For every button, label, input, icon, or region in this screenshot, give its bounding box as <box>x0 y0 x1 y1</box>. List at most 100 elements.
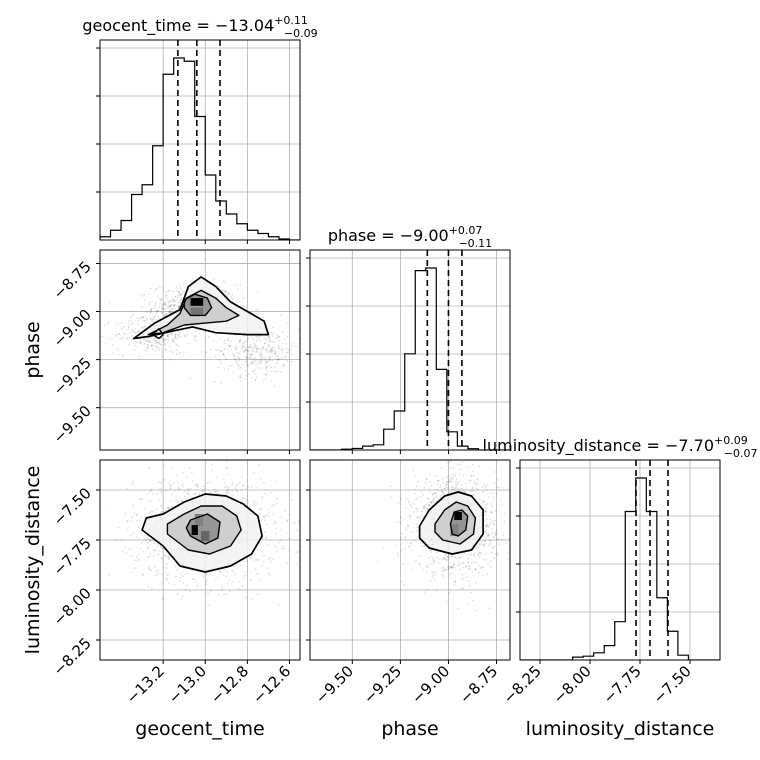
scatter-point <box>297 551 300 553</box>
scatter-point <box>432 557 434 560</box>
scatter-point <box>145 539 147 542</box>
scatter-point <box>247 350 250 353</box>
ylabel-phase: phase <box>22 321 44 378</box>
scatter-point <box>454 475 457 477</box>
scatter-point <box>422 493 424 496</box>
xtick-label-3: −12.6 <box>249 662 294 707</box>
scatter-point <box>153 542 155 544</box>
scatter-point <box>245 349 248 352</box>
scatter-point <box>416 530 418 533</box>
scatter-point <box>134 331 137 334</box>
scatter-point <box>160 545 162 548</box>
scatter-point <box>231 496 234 498</box>
scatter-point <box>516 512 518 514</box>
scatter-point <box>425 477 427 479</box>
scatter-point <box>162 304 165 306</box>
scatter-point <box>275 527 277 530</box>
scatter-point <box>157 572 159 575</box>
scatter-point <box>162 338 165 341</box>
scatter-point <box>494 534 497 537</box>
scatter-point <box>210 468 213 471</box>
scatter-point <box>279 539 282 542</box>
scatter-point <box>162 566 165 569</box>
panel-hist-geocent-time <box>96 39 301 244</box>
scatter-point <box>158 347 161 350</box>
scatter-point <box>241 363 244 366</box>
scatter-point <box>295 551 297 554</box>
scatter-point <box>225 293 228 296</box>
scatter-point <box>171 338 174 340</box>
scatter-point <box>186 584 189 587</box>
scatter-point <box>162 307 165 310</box>
scatter-point <box>276 497 278 500</box>
scatter-point <box>486 532 489 535</box>
scatter-point <box>233 354 236 357</box>
scatter-point <box>176 333 179 336</box>
scatter-point <box>495 492 498 495</box>
scatter-point <box>256 351 258 353</box>
scatter-point <box>152 339 155 342</box>
scatter-point <box>263 342 266 345</box>
scatter-point <box>261 359 263 362</box>
scatter-point <box>163 478 166 481</box>
scatter-point <box>147 343 150 346</box>
scatter-point <box>132 310 134 313</box>
scatter-point <box>120 338 122 340</box>
scatter-point <box>291 345 293 347</box>
scatter-point <box>274 350 276 353</box>
scatter-point <box>146 493 149 495</box>
scatter <box>100 460 300 607</box>
scatter-point <box>474 493 476 496</box>
density-cell-1 <box>190 307 204 316</box>
scatter-point <box>155 314 157 316</box>
scatter-point <box>485 558 487 561</box>
axes-frame <box>519 459 721 661</box>
scatter-point <box>445 476 448 479</box>
scatter-point <box>161 307 164 310</box>
scatter-point <box>230 364 233 367</box>
scatter-point <box>286 351 289 354</box>
scatter-point <box>241 342 244 345</box>
scatter-point <box>194 331 196 333</box>
scatter-point <box>250 360 253 363</box>
scatter-point <box>400 497 403 500</box>
scatter-point <box>485 543 487 545</box>
scatter-point <box>224 342 227 345</box>
scatter-point <box>396 552 399 555</box>
scatter-point <box>272 326 274 329</box>
scatter-point <box>250 578 252 581</box>
scatter-point <box>161 355 164 357</box>
scatter-point <box>228 579 230 582</box>
scatter-point <box>165 577 168 580</box>
scatter-point <box>138 519 140 522</box>
scatter-point <box>214 348 217 351</box>
scatter-point <box>178 291 181 294</box>
scatter-point <box>184 335 187 337</box>
scatter-point <box>178 305 181 308</box>
scatter-point <box>153 337 156 340</box>
scatter-point <box>447 487 449 490</box>
scatter-point <box>490 510 492 513</box>
scatter-point <box>127 326 130 329</box>
scatter-point <box>162 290 165 292</box>
scatter-point <box>494 531 497 534</box>
scatter-point <box>243 297 246 299</box>
scatter-point <box>242 345 245 348</box>
scatter-point <box>278 339 281 342</box>
scatter-point <box>456 483 459 486</box>
scatter-point <box>239 366 242 369</box>
scatter-point <box>255 309 257 311</box>
scatter-point <box>160 582 163 585</box>
scatter-point <box>265 373 267 376</box>
contour-2 <box>185 513 221 545</box>
scatter-point <box>304 349 306 351</box>
scatter-point <box>471 599 474 602</box>
scatter-point <box>168 311 171 314</box>
scatter-point <box>201 489 204 492</box>
scatter-point <box>115 335 117 338</box>
scatter-point <box>217 366 220 368</box>
scatter-point <box>235 360 237 363</box>
scatter-point <box>455 557 458 559</box>
scatter-point <box>191 496 194 499</box>
scatter-point <box>277 347 280 349</box>
